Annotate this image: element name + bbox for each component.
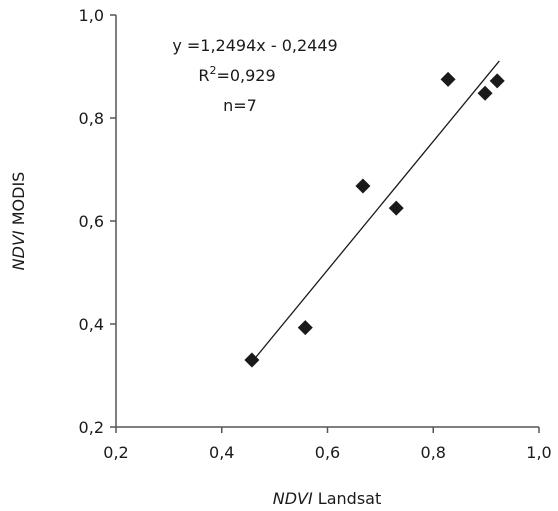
data-point-diamond <box>477 85 493 101</box>
x-tick-label: 0,8 <box>421 443 446 462</box>
data-point-diamond <box>440 71 456 87</box>
y-tick-label: 0,2 <box>79 418 104 437</box>
data-points <box>244 71 505 368</box>
data-point-diamond <box>297 320 313 336</box>
data-point-diamond <box>355 178 371 194</box>
r-squared-label: R2=0,929 <box>198 64 275 85</box>
x-tick-label: 0,4 <box>209 443 234 462</box>
x-axis-title-plain: Landsat <box>313 489 382 508</box>
x-tick-label: 0,2 <box>103 443 128 462</box>
axes: 0,2 0,4 0,6 0,8 1,0 0,2 0,4 0,6 0,8 1,0 <box>79 6 552 462</box>
y-ticks: 0,2 0,4 0,6 0,8 1,0 <box>79 6 116 437</box>
y-tick-label: 0,8 <box>79 109 104 128</box>
y-axis-title-italic: NDVI <box>9 230 28 270</box>
sample-size-label: n=7 <box>223 96 257 115</box>
data-point-diamond <box>489 73 505 89</box>
r-squared-prefix: R <box>198 66 209 85</box>
y-tick-label: 0,6 <box>79 212 104 231</box>
regression-equation: y =1,2494x - 0,2449 <box>172 36 337 55</box>
x-ticks: 0,2 0,4 0,6 0,8 1,0 <box>103 427 552 462</box>
y-tick-label: 0,4 <box>79 315 104 334</box>
x-axis-title-italic: NDVI <box>273 489 313 508</box>
data-point-diamond <box>244 352 260 368</box>
y-tick-label: 1,0 <box>79 6 104 25</box>
y-axis-title: NDVI MODIS <box>9 172 28 271</box>
regression-annotation: y =1,2494x - 0,2449 R2=0,929 n=7 <box>172 36 337 115</box>
y-axis-title-plain: MODIS <box>9 172 28 231</box>
x-axis-title: NDVI Landsat <box>273 489 381 508</box>
x-tick-label: 1,0 <box>526 443 551 462</box>
trendline <box>251 60 500 363</box>
data-point-diamond <box>388 200 404 216</box>
x-tick-label: 0,6 <box>315 443 340 462</box>
r-squared-superscript: 2 <box>209 64 216 77</box>
r-squared-value: =0,929 <box>216 66 275 85</box>
